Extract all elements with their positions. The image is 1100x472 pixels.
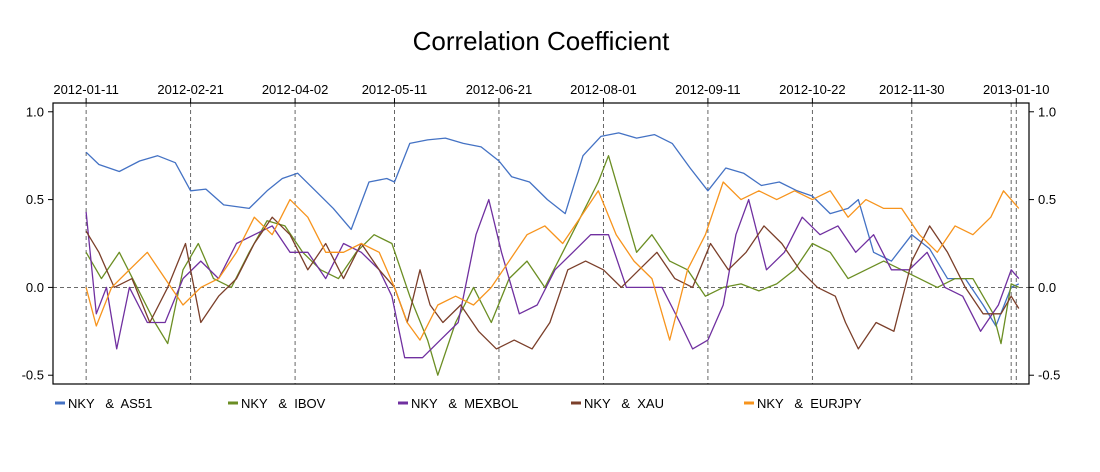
y-tick-label-right: -0.5 xyxy=(1038,368,1060,383)
x-tick-label: 2012-08-01 xyxy=(570,82,637,97)
x-tick-label: 2012-11-30 xyxy=(879,82,945,97)
axis-layer: 2012-01-11 2012-02-21 2012-04-02 2012-05-11… xyxy=(22,82,1061,383)
legend: NKY & AS51 NKY & IBOV NKY & MEXBOL NKY & XA… xyxy=(55,396,862,411)
legend-label: NKY & AS51 xyxy=(68,396,152,411)
x-tick-label: 2012-05-11 xyxy=(362,82,428,97)
plot-frame xyxy=(52,102,1030,385)
y-tick-label-left: -0.5 xyxy=(22,368,44,383)
x-tick-label: 2013-01-10 xyxy=(983,82,1050,97)
legend-label: NKY & IBOV xyxy=(241,396,326,411)
x-tick-label: 2012-02-21 xyxy=(157,82,224,97)
legend-label: NKY & MEXBOL xyxy=(411,396,518,411)
grid-layer xyxy=(53,103,1029,384)
x-tick-label: 2012-09-11 xyxy=(675,82,741,97)
legend-label: NKY & XAU xyxy=(584,396,664,411)
x-tick-label: 2012-01-11 xyxy=(53,82,119,97)
y-tick-label-left: 0.0 xyxy=(26,280,44,295)
series-line-0 xyxy=(85,132,1020,327)
series-layer xyxy=(85,132,1020,376)
x-tick-label: 2012-04-02 xyxy=(262,82,329,97)
x-tick-label: 2012-10-22 xyxy=(779,82,846,97)
y-tick-label-left: 0.5 xyxy=(26,192,44,207)
y-tick-label-right: 0.0 xyxy=(1038,280,1056,295)
y-tick-label-right: 1.0 xyxy=(1038,104,1056,119)
series-line-3 xyxy=(85,216,1020,350)
chart-title: Correlation Coefficient xyxy=(413,26,671,56)
series-line-4 xyxy=(85,181,1020,341)
series-line-2 xyxy=(85,198,1020,359)
legend-label: NKY & EURJPY xyxy=(757,396,862,411)
y-tick-label-left: 1.0 xyxy=(26,104,44,119)
x-tick-label: 2012-06-21 xyxy=(466,82,533,97)
y-tick-label-right: 0.5 xyxy=(1038,192,1056,207)
